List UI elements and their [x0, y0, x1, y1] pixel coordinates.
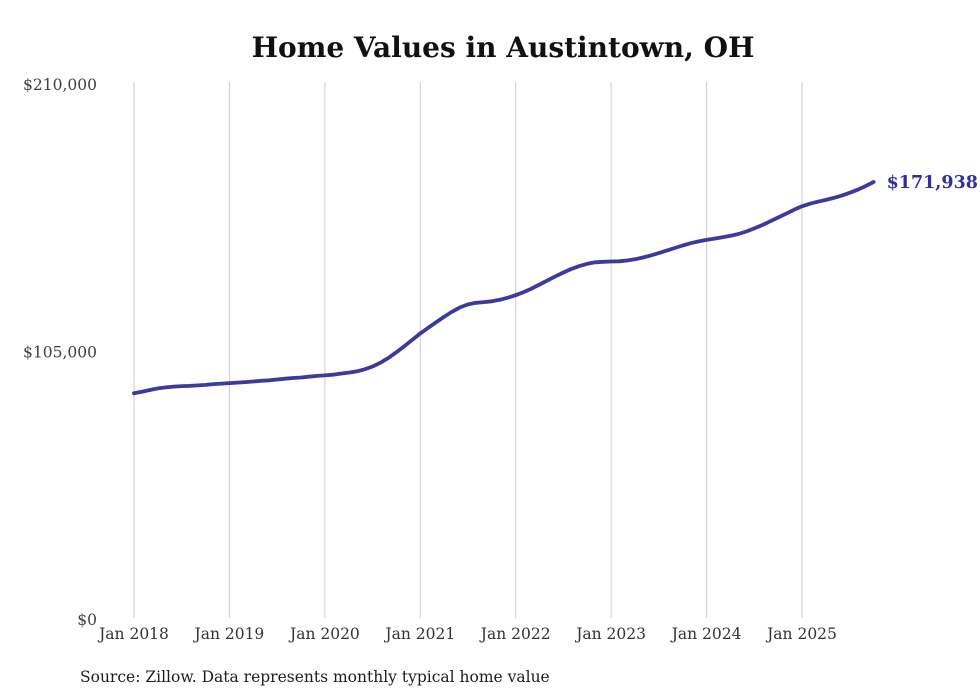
chart-title: Home Values in Austintown, OH	[251, 31, 755, 64]
x-tick-label: Jan 2019	[192, 625, 264, 643]
x-tick-label: Jan 2022	[479, 625, 551, 643]
x-tick-label: Jan 2025	[765, 625, 837, 643]
y-tick-label: $0	[77, 611, 97, 629]
x-tick-label: Jan 2018	[97, 625, 169, 643]
latest-value-label: $171,938	[887, 173, 978, 193]
x-tick-label: Jan 2021	[383, 625, 455, 643]
x-tick-label: Jan 2024	[670, 625, 742, 643]
y-tick-label: $105,000	[23, 344, 97, 362]
x-tick-label: Jan 2020	[288, 625, 360, 643]
y-tick-label: $210,000	[23, 76, 97, 94]
x-tick-label: Jan 2023	[574, 625, 646, 643]
home-value-line	[132, 180, 876, 396]
source-note: Source: Zillow. Data represents monthly …	[80, 668, 550, 686]
